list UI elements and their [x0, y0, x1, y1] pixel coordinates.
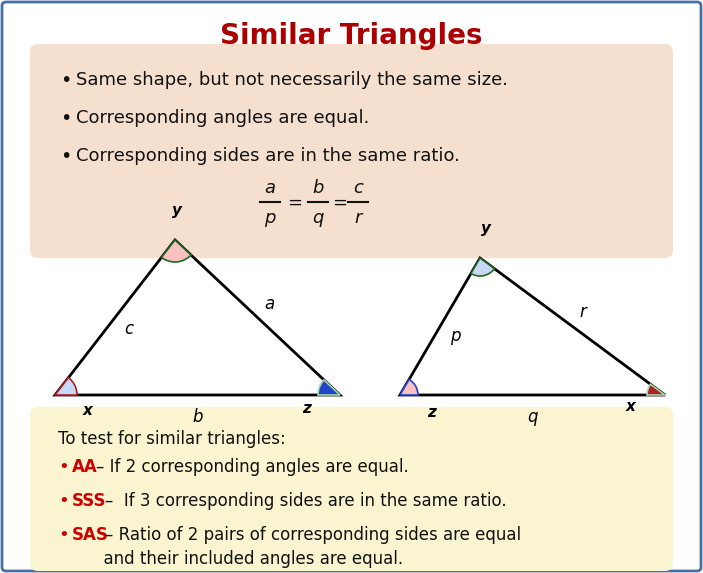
- Text: SSS: SSS: [72, 492, 106, 510]
- Text: Corresponding sides are in the same ratio.: Corresponding sides are in the same rati…: [76, 147, 460, 165]
- Wedge shape: [55, 378, 77, 395]
- Wedge shape: [400, 379, 418, 395]
- Text: y: y: [481, 221, 491, 236]
- Text: •: •: [58, 492, 69, 510]
- Text: and their included angles are equal.: and their included angles are equal.: [72, 550, 403, 568]
- Text: x: x: [82, 403, 92, 418]
- Text: a: a: [265, 295, 275, 313]
- Text: q: q: [527, 408, 538, 426]
- Text: –  If 3 corresponding sides are in the same ratio.: – If 3 corresponding sides are in the sa…: [105, 492, 507, 510]
- Text: r: r: [580, 303, 586, 321]
- Polygon shape: [400, 258, 665, 395]
- Text: c: c: [124, 320, 134, 337]
- Text: •: •: [58, 526, 69, 544]
- Text: Same shape, but not necessarily the same size.: Same shape, but not necessarily the same…: [76, 71, 508, 89]
- Text: •: •: [60, 108, 72, 128]
- Text: b: b: [192, 408, 202, 426]
- Text: •: •: [60, 147, 72, 166]
- Text: – Ratio of 2 pairs of corresponding sides are equal: – Ratio of 2 pairs of corresponding side…: [105, 526, 521, 544]
- FancyBboxPatch shape: [30, 44, 673, 258]
- Text: r: r: [354, 209, 361, 227]
- Text: b: b: [312, 179, 323, 197]
- Text: c: c: [353, 179, 363, 197]
- Text: SAS: SAS: [72, 526, 109, 544]
- Text: p: p: [451, 327, 460, 344]
- Text: z: z: [427, 406, 436, 421]
- Wedge shape: [318, 380, 340, 395]
- Text: =: =: [288, 194, 302, 212]
- Text: AA: AA: [72, 458, 98, 476]
- Text: =: =: [333, 194, 347, 212]
- FancyBboxPatch shape: [30, 407, 673, 571]
- Text: x: x: [626, 399, 636, 414]
- Text: To test for similar triangles:: To test for similar triangles:: [58, 430, 285, 448]
- Wedge shape: [162, 240, 191, 262]
- Text: •: •: [60, 70, 72, 89]
- Text: Corresponding angles are equal.: Corresponding angles are equal.: [76, 109, 369, 127]
- Text: z: z: [302, 401, 311, 416]
- Text: y: y: [172, 203, 182, 218]
- Text: •: •: [58, 458, 69, 476]
- Polygon shape: [55, 240, 340, 395]
- Text: p: p: [264, 209, 276, 227]
- Text: Similar Triangles: Similar Triangles: [220, 22, 483, 50]
- Wedge shape: [471, 258, 494, 276]
- Text: a: a: [264, 179, 276, 197]
- Wedge shape: [647, 384, 665, 395]
- Text: – If 2 corresponding angles are equal.: – If 2 corresponding angles are equal.: [96, 458, 408, 476]
- Text: q: q: [312, 209, 323, 227]
